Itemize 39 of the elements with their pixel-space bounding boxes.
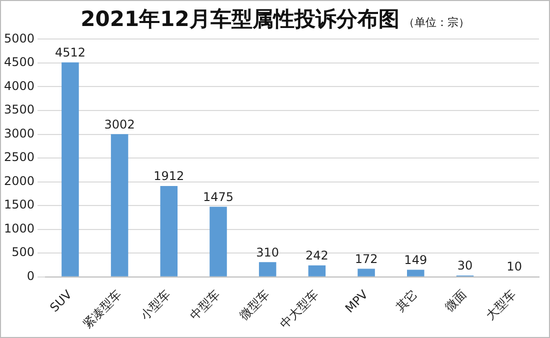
y-tick-label: 3000	[4, 126, 35, 140]
bar	[308, 265, 326, 276]
x-tick-label: 小型车	[138, 287, 174, 323]
bar	[258, 262, 276, 276]
chart-title: 2021年12月车型属性投诉分布图	[80, 7, 400, 31]
y-tick-label: 2500	[4, 150, 35, 164]
x-tick-label: 中型车	[187, 287, 223, 323]
y-tick-label: 1500	[4, 198, 35, 212]
bar	[210, 206, 227, 276]
data-label: 149	[404, 252, 428, 267]
bar	[407, 270, 424, 276]
x-tick-label: 微面	[442, 287, 470, 314]
x-tick-label: 中大型车	[277, 287, 322, 332]
y-tick-label: 5000	[4, 31, 35, 46]
y-tick-label: 2000	[4, 174, 35, 188]
x-tick-label: 大型车	[483, 287, 519, 323]
data-label: 30	[457, 258, 473, 273]
data-label: 3002	[104, 117, 135, 132]
bar	[160, 186, 178, 276]
data-label: 172	[354, 252, 378, 266]
y-tick-label: 4500	[4, 55, 35, 70]
bar	[62, 62, 79, 276]
data-label: 1475	[202, 190, 234, 204]
data-label: 242	[305, 248, 328, 262]
x-tick-label: 微型车	[236, 287, 272, 323]
x-tick-label: 其它	[393, 287, 420, 314]
data-label: 10	[506, 260, 522, 274]
bar	[110, 134, 128, 276]
data-label: 4512	[54, 46, 86, 60]
bar	[358, 268, 375, 276]
y-tick-label: 3500	[4, 102, 35, 117]
y-tick-label: 4000	[4, 78, 35, 93]
x-tick-label: 紧凑型车	[80, 287, 124, 332]
y-tick-label: 1000	[4, 221, 35, 236]
data-label: 310	[256, 245, 280, 260]
y-tick-label: 0	[26, 269, 35, 283]
data-label: 1912	[154, 169, 184, 184]
y-tick-label: 500	[12, 245, 35, 260]
chart-subtitle: （单位：宗）	[403, 16, 470, 29]
